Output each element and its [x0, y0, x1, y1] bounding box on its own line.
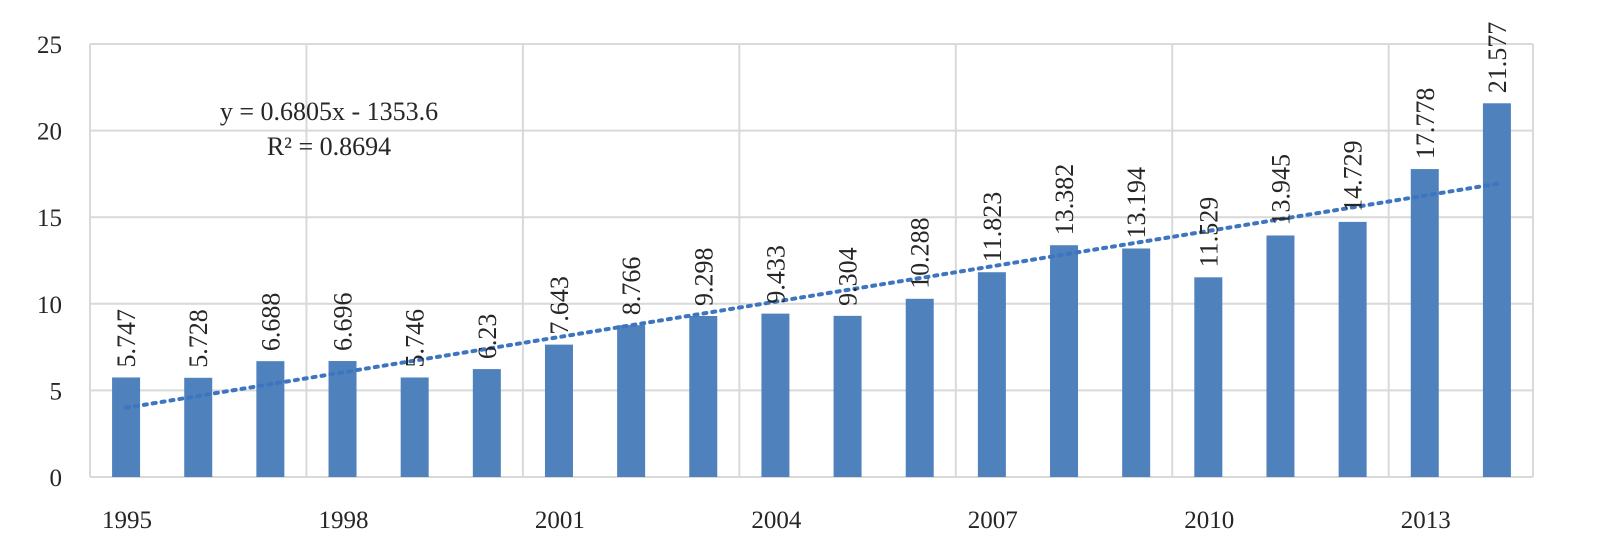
- bar: [617, 325, 646, 477]
- data-label: 13.194: [1122, 167, 1151, 239]
- trendline-r-squared: R² = 0.8694: [267, 132, 391, 161]
- bar: [1194, 277, 1223, 477]
- trendline: [124, 181, 1499, 410]
- data-label: 13.945: [1266, 154, 1295, 226]
- bar: [977, 272, 1006, 477]
- y-tick-label: 5: [50, 378, 63, 405]
- data-label: 14.729: [1339, 140, 1368, 212]
- grid: [89, 43, 1534, 478]
- y-tick-label: 0: [50, 465, 63, 492]
- bar: [472, 369, 501, 477]
- y-tick-label: 15: [37, 205, 62, 232]
- data-label: 9.433: [761, 245, 790, 304]
- bar: [1482, 103, 1511, 477]
- data-label: 6.23: [473, 314, 502, 360]
- bar: [256, 361, 285, 477]
- y-tick-label: 10: [37, 292, 62, 319]
- data-label: 6.696: [329, 293, 358, 352]
- data-label: 8.766: [617, 257, 646, 316]
- bar: [1050, 245, 1079, 477]
- y-tick-label: 20: [37, 119, 62, 146]
- bar: [833, 315, 862, 477]
- x-tick-label: 2004: [751, 507, 802, 534]
- data-label: 17.778: [1411, 88, 1440, 160]
- x-tick-label: 2013: [1401, 507, 1451, 534]
- bar: [544, 344, 573, 477]
- data-label: 13.382: [1050, 164, 1079, 236]
- bar: [1266, 235, 1295, 477]
- data-label: 6.688: [256, 293, 285, 352]
- data-labels: 5.747 5.728 6.688 6.696 5.746 6.23 7.643 8.766 9…: [112, 22, 1512, 368]
- data-label: 5.747: [112, 309, 141, 368]
- bar: [761, 313, 790, 477]
- x-tick-label: 1998: [318, 507, 368, 534]
- data-label: 10.288: [906, 217, 935, 289]
- trendline-layer: [124, 181, 1499, 410]
- bar: [112, 377, 141, 477]
- data-label: 9.298: [689, 247, 718, 306]
- bars: [112, 103, 1511, 478]
- data-label: 5.728: [184, 309, 213, 368]
- bar: [1338, 221, 1367, 477]
- data-label: 11.529: [1194, 197, 1223, 268]
- data-label: 7.643: [545, 276, 574, 335]
- x-tick-label: 2007: [968, 507, 1018, 534]
- x-tick-label: 2001: [535, 507, 585, 534]
- y-axis-tick-labels: 0 5 10 15 20 25: [37, 32, 62, 492]
- data-label: 5.746: [401, 309, 430, 368]
- bar: [1122, 248, 1151, 477]
- x-tick-label: 1995: [102, 507, 152, 534]
- bar: [400, 377, 429, 477]
- data-label: 9.304: [834, 247, 863, 306]
- trendline-equation: y = 0.6805x - 1353.6: [220, 97, 438, 126]
- data-label: 21.577: [1483, 22, 1512, 94]
- bar: [1410, 169, 1439, 478]
- data-label: 11.823: [978, 192, 1007, 263]
- x-tick-label: 2010: [1184, 507, 1234, 534]
- x-axis-tick-labels: 1995 1998 2001 2004 2007 2010 2013: [102, 507, 1451, 534]
- trendline-annotation: y = 0.6805x - 1353.6 R² = 0.8694: [220, 97, 438, 161]
- bar: [905, 298, 934, 477]
- bar: [328, 361, 357, 477]
- y-tick-label: 25: [37, 32, 62, 59]
- bar: [689, 315, 718, 477]
